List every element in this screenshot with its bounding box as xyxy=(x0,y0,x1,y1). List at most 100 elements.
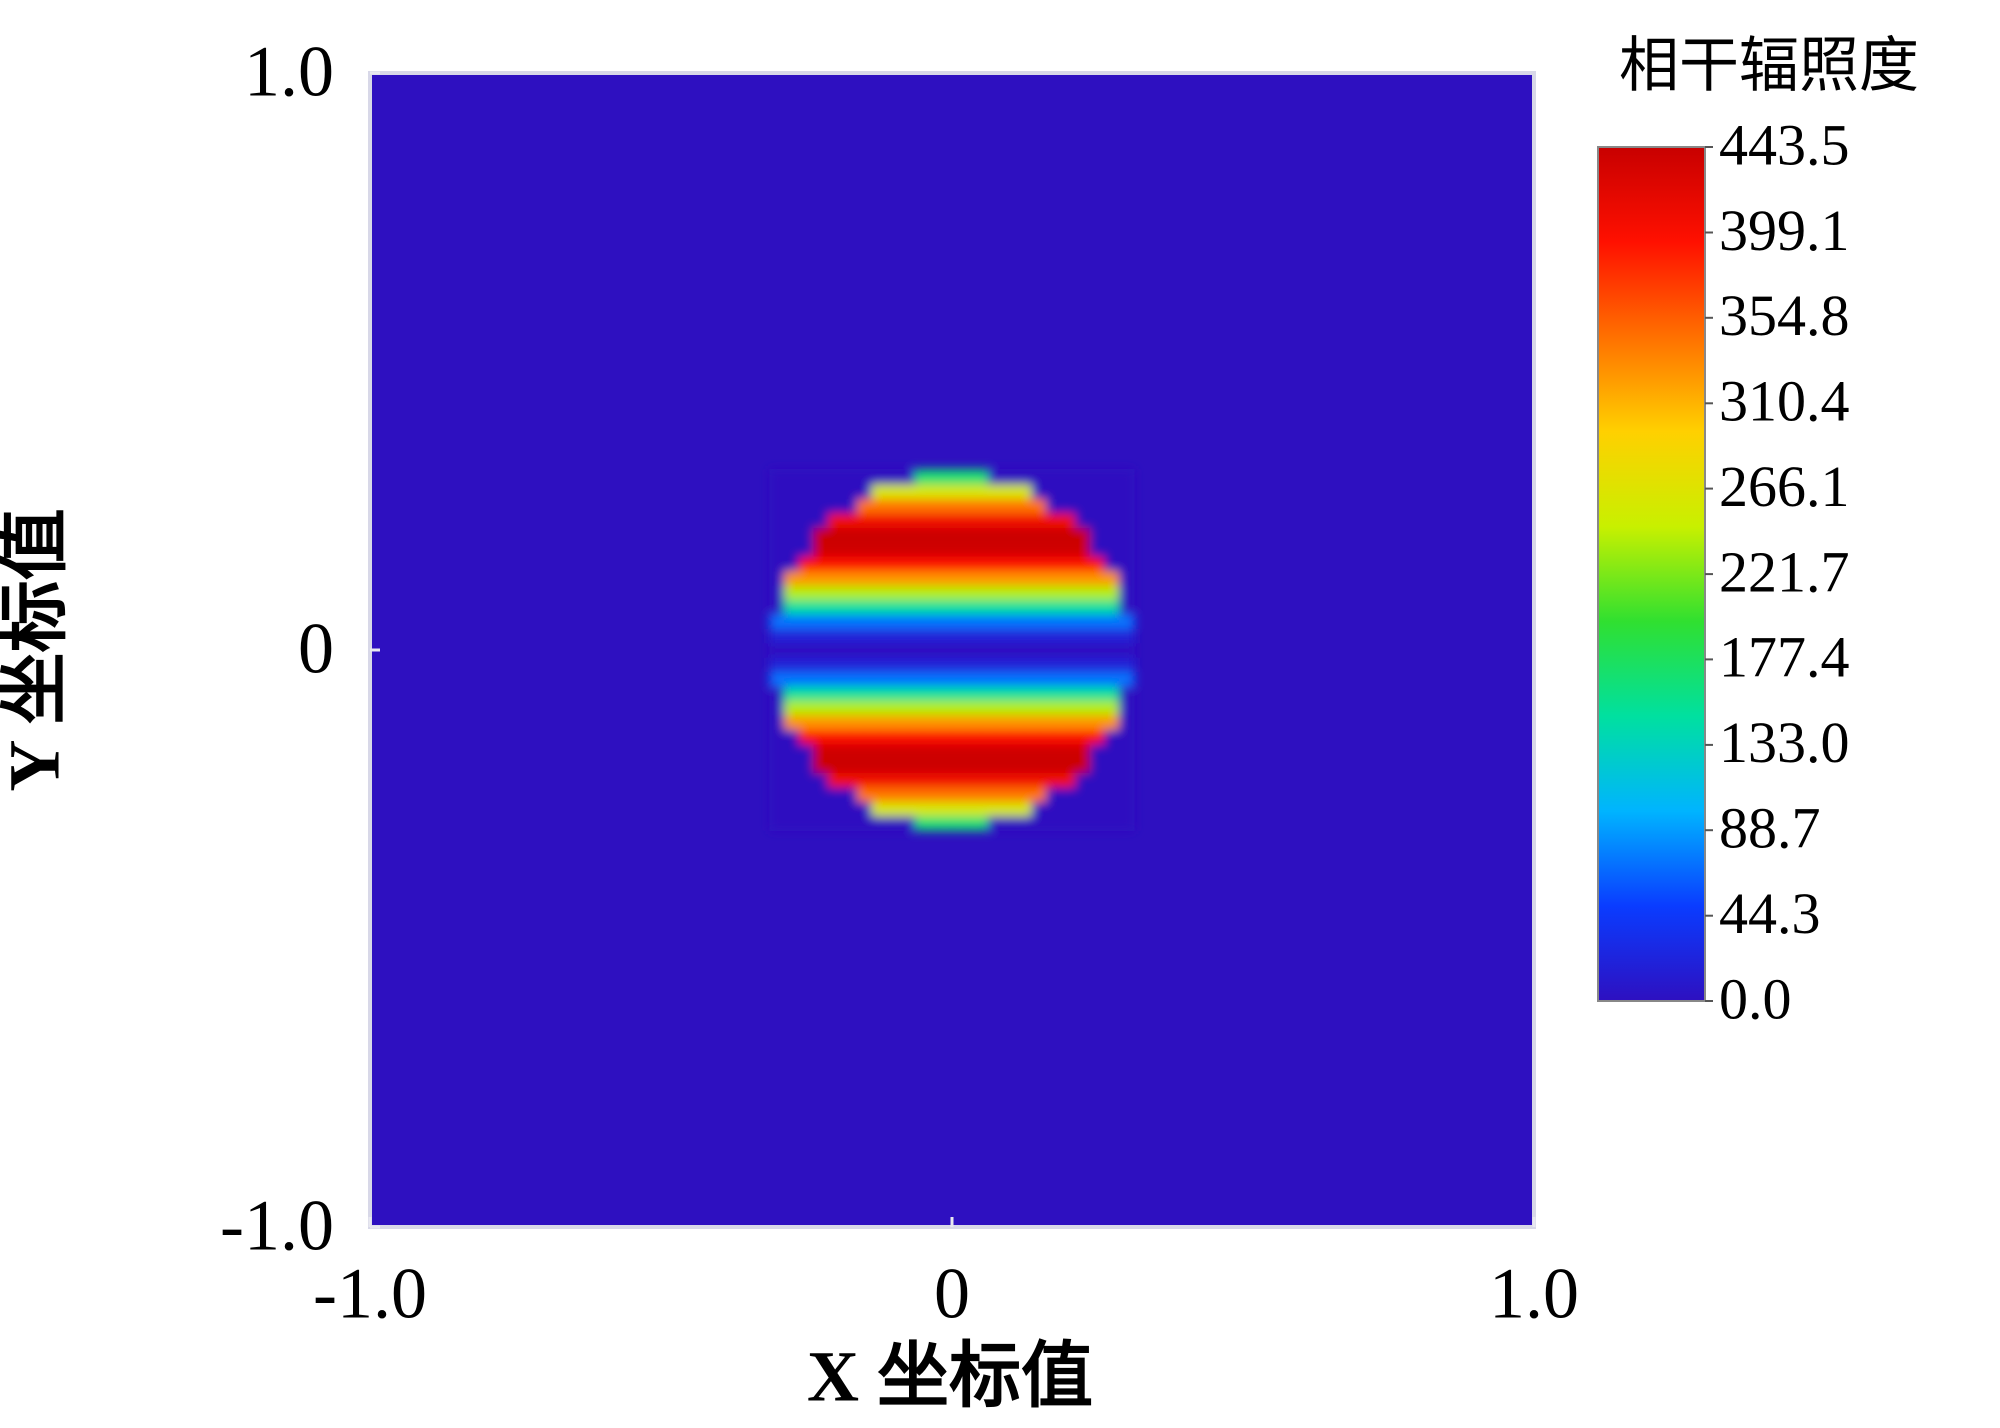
heat-cell xyxy=(813,555,829,572)
heat-cell xyxy=(1104,512,1120,528)
heat-cell xyxy=(784,699,800,716)
heat-cell xyxy=(973,555,989,572)
heat-cell xyxy=(929,498,946,514)
heat-cell xyxy=(856,728,873,745)
heat-cell xyxy=(886,772,902,788)
y-tick-label: -1.0 xyxy=(220,1186,334,1266)
heat-cell xyxy=(1031,555,1048,572)
heat-cell xyxy=(1046,469,1062,485)
heat-cell xyxy=(784,483,800,500)
heat-cell xyxy=(798,599,815,615)
heat-cell xyxy=(915,772,931,788)
heat-cell xyxy=(827,671,844,687)
heat-cell xyxy=(1002,772,1018,788)
heat-cell xyxy=(1060,526,1077,543)
heat-cell xyxy=(973,584,989,601)
heat-cell xyxy=(842,498,858,514)
heat-cell xyxy=(842,570,858,586)
heat-cell xyxy=(827,599,844,615)
heat-cell xyxy=(798,627,815,644)
heat-cell xyxy=(886,642,902,658)
heat-cell xyxy=(1016,498,1033,514)
heat-cell xyxy=(1002,613,1018,629)
heat-cell xyxy=(856,483,873,500)
heat-cell xyxy=(1075,555,1091,572)
heat-cell xyxy=(944,483,960,500)
heat-cell xyxy=(915,613,931,629)
heat-cell xyxy=(900,671,917,687)
heat-cell xyxy=(769,613,786,629)
heat-cell xyxy=(827,526,844,543)
heat-cell xyxy=(871,656,888,673)
colorbar-tick-label: 177.4 xyxy=(1719,625,1850,690)
heat-cell xyxy=(944,555,960,572)
heat-cell xyxy=(929,743,946,759)
heat-cell xyxy=(842,772,858,788)
heat-cell xyxy=(886,498,902,514)
heat-cell xyxy=(886,541,902,557)
heat-cell xyxy=(769,685,786,701)
heat-cell xyxy=(813,483,829,500)
colorbar-tick-label: 399.1 xyxy=(1719,198,1850,263)
heat-cell xyxy=(1075,512,1091,528)
heat-cell xyxy=(1016,469,1033,485)
heat-cell xyxy=(1016,800,1033,817)
heat-cell xyxy=(784,469,800,485)
heat-cell xyxy=(929,570,946,586)
heat-cell xyxy=(813,671,829,687)
heat-cell xyxy=(1060,599,1077,615)
heat-cell xyxy=(1118,800,1135,817)
heat-cell xyxy=(1089,613,1106,629)
heat-cell xyxy=(973,642,989,658)
heat-cell xyxy=(958,714,975,730)
heat-cell xyxy=(1046,570,1062,586)
heat-cell xyxy=(1016,555,1033,572)
heat-cell xyxy=(1060,483,1077,500)
heat-cell xyxy=(1060,800,1077,817)
heat-cell xyxy=(871,469,888,485)
heat-cell xyxy=(871,555,888,572)
heat-cell xyxy=(1075,599,1091,615)
heat-cell xyxy=(1089,469,1106,485)
heat-cell xyxy=(900,613,917,629)
heat-cell xyxy=(1089,772,1106,788)
heat-cell xyxy=(813,526,829,543)
heat-cell xyxy=(1016,815,1033,831)
heat-cell xyxy=(929,555,946,572)
heat-cell xyxy=(886,627,902,644)
heat-cell xyxy=(769,642,786,658)
heat-cell xyxy=(1031,498,1048,514)
heat-cell xyxy=(1089,728,1106,745)
heat-cell xyxy=(813,541,829,557)
heat-cell xyxy=(769,656,786,673)
heat-cell xyxy=(784,786,800,802)
colorbar-tick-label: 133.0 xyxy=(1719,710,1850,775)
heat-cell xyxy=(1089,584,1106,601)
heat-cell xyxy=(813,627,829,644)
heat-cell xyxy=(871,498,888,514)
heat-cell xyxy=(827,714,844,730)
heat-cell xyxy=(973,757,989,774)
heat-cell xyxy=(856,757,873,774)
heat-cell xyxy=(915,815,931,831)
heat-cell xyxy=(929,671,946,687)
heat-cell xyxy=(987,526,1004,543)
heat-cell xyxy=(1016,728,1033,745)
heat-cell xyxy=(944,526,960,543)
heat-cell xyxy=(769,627,786,644)
heat-cell xyxy=(944,469,960,485)
heat-cell xyxy=(856,512,873,528)
heat-cell xyxy=(1016,786,1033,802)
heat-cell xyxy=(1060,541,1077,557)
heat-cell xyxy=(871,512,888,528)
heat-cell xyxy=(798,772,815,788)
heat-cell xyxy=(813,699,829,716)
heat-cell xyxy=(842,642,858,658)
heat-cell xyxy=(958,483,975,500)
heat-cell xyxy=(1016,526,1033,543)
heat-cell xyxy=(915,627,931,644)
heat-cell xyxy=(784,584,800,601)
heat-cell xyxy=(929,656,946,673)
heat-cell xyxy=(944,685,960,701)
heat-cell xyxy=(929,584,946,601)
